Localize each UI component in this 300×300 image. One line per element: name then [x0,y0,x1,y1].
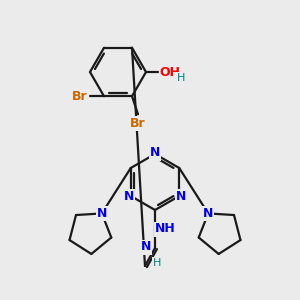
Text: Br: Br [130,117,146,130]
Text: N: N [97,207,107,220]
Text: H: H [177,73,185,83]
Text: NH: NH [154,223,176,236]
Text: Br: Br [72,90,88,103]
Text: N: N [141,241,151,254]
Text: N: N [176,190,186,202]
Text: N: N [124,190,134,202]
Text: OH: OH [160,65,181,79]
Text: H: H [153,258,161,268]
Text: N: N [150,146,160,160]
Text: N: N [203,207,213,220]
